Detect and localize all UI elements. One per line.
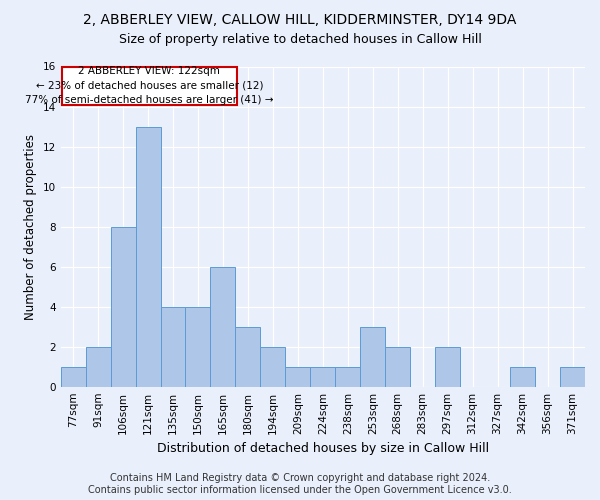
Bar <box>185 306 211 386</box>
Text: Size of property relative to detached houses in Callow Hill: Size of property relative to detached ho… <box>119 32 481 46</box>
Bar <box>136 126 161 386</box>
Bar <box>335 366 360 386</box>
Text: 2 ABBERLEY VIEW: 122sqm
← 23% of detached houses are smaller (12)
77% of semi-de: 2 ABBERLEY VIEW: 122sqm ← 23% of detache… <box>25 66 274 106</box>
FancyBboxPatch shape <box>62 66 236 104</box>
Y-axis label: Number of detached properties: Number of detached properties <box>24 134 37 320</box>
Bar <box>86 346 110 387</box>
Bar <box>211 266 235 386</box>
Bar <box>560 366 585 386</box>
Text: Contains HM Land Registry data © Crown copyright and database right 2024.
Contai: Contains HM Land Registry data © Crown c… <box>88 474 512 495</box>
Bar <box>510 366 535 386</box>
Bar <box>61 366 86 386</box>
Bar <box>286 366 310 386</box>
Bar <box>161 306 185 386</box>
Bar <box>435 346 460 387</box>
X-axis label: Distribution of detached houses by size in Callow Hill: Distribution of detached houses by size … <box>157 442 489 455</box>
Bar <box>310 366 335 386</box>
Bar <box>110 226 136 386</box>
Text: 2, ABBERLEY VIEW, CALLOW HILL, KIDDERMINSTER, DY14 9DA: 2, ABBERLEY VIEW, CALLOW HILL, KIDDERMIN… <box>83 12 517 26</box>
Bar <box>360 326 385 386</box>
Bar <box>235 326 260 386</box>
Bar <box>385 346 410 387</box>
Bar <box>260 346 286 387</box>
